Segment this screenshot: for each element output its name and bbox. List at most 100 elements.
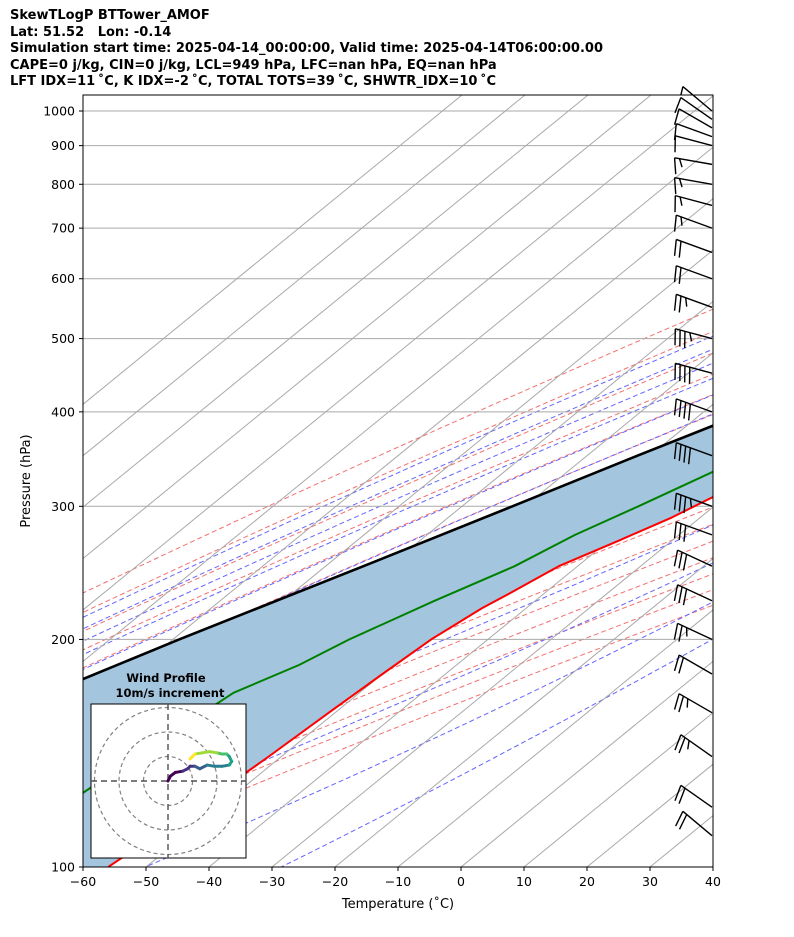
wind-barb bbox=[674, 362, 713, 384]
barb-shaft bbox=[680, 734, 713, 758]
barb-feather bbox=[678, 737, 686, 754]
wind-barb bbox=[673, 265, 713, 284]
barb-feather bbox=[687, 447, 692, 465]
moist-adiabat bbox=[83, 335, 713, 618]
barb-feather bbox=[673, 549, 679, 567]
chart-title: SkewTLogP BTTower_AMOF bbox=[10, 8, 210, 23]
barb-feather bbox=[689, 498, 693, 508]
barb-shaft bbox=[674, 157, 713, 166]
hodograph-title: Wind Profile bbox=[126, 671, 206, 685]
wind-barb bbox=[673, 238, 713, 258]
barb-shaft bbox=[678, 108, 713, 129]
wind-barb bbox=[673, 549, 713, 571]
isotherm bbox=[460, 660, 713, 867]
dry-adiabat bbox=[83, 308, 713, 594]
barb-feather bbox=[682, 588, 688, 606]
barb-feather bbox=[678, 695, 685, 713]
barb-feather bbox=[673, 693, 680, 710]
wind-barb bbox=[673, 521, 713, 542]
barb-feather bbox=[678, 267, 682, 284]
moist-adiabat bbox=[83, 362, 713, 642]
wind-barb bbox=[673, 108, 713, 129]
y-tick-label: 600 bbox=[51, 271, 75, 286]
y-tick-label: 800 bbox=[51, 177, 75, 192]
barb-feather bbox=[678, 625, 683, 642]
isotherm bbox=[334, 557, 713, 867]
barb-shaft bbox=[675, 362, 713, 374]
barb-shaft bbox=[676, 293, 713, 308]
barb-feather bbox=[673, 623, 679, 640]
dry-adiabat bbox=[83, 393, 713, 669]
wind-barb bbox=[673, 584, 713, 606]
wind-barb bbox=[673, 622, 713, 642]
wind-barb bbox=[673, 398, 713, 421]
parcel-profile bbox=[83, 424, 713, 681]
barb-feather bbox=[673, 442, 677, 460]
barb-feather bbox=[673, 177, 677, 195]
wind-barb bbox=[674, 734, 713, 758]
moist-adiabat bbox=[83, 394, 713, 671]
wind-barb bbox=[674, 784, 713, 808]
barb-shaft bbox=[680, 784, 713, 808]
y-tick-label: 700 bbox=[51, 221, 75, 236]
barb-shaft bbox=[676, 265, 713, 280]
x-tick-label: 0 bbox=[457, 874, 465, 889]
barb-feather bbox=[674, 785, 682, 801]
index-line: LFT IDX=11 ˚C, K IDX=-2 ˚C, TOTAL TOTS=3… bbox=[10, 74, 497, 89]
temperature-profile bbox=[107, 495, 713, 867]
barb-shaft bbox=[676, 398, 713, 413]
barb-shaft bbox=[676, 238, 713, 254]
wind-barb bbox=[673, 157, 713, 175]
barb-feather bbox=[678, 586, 683, 604]
hodograph-subtitle: 10m/s increment bbox=[116, 686, 225, 700]
barb-shaft bbox=[682, 810, 713, 837]
isotherm bbox=[83, 95, 713, 611]
barb-feather bbox=[678, 444, 682, 461]
x-axis-label: Temperature (˚C) bbox=[341, 896, 454, 912]
wind-barb bbox=[674, 135, 713, 153]
y-tick-label: 400 bbox=[51, 404, 75, 419]
barb-shaft bbox=[676, 122, 713, 138]
dry-adiabat bbox=[83, 352, 713, 632]
dry-adiabat bbox=[83, 523, 713, 784]
wind-barb bbox=[674, 96, 713, 120]
barb-feather bbox=[678, 814, 688, 830]
barb-feather bbox=[679, 196, 683, 206]
barb-feather bbox=[675, 810, 684, 827]
x-tick-label: 10 bbox=[516, 874, 532, 889]
barb-feather bbox=[683, 446, 687, 463]
x-tick-label: 20 bbox=[579, 874, 595, 889]
y-tick-label: 200 bbox=[51, 632, 75, 647]
barb-shaft bbox=[676, 521, 713, 536]
x-tick-label: −60 bbox=[70, 874, 96, 889]
isotherm bbox=[83, 95, 526, 457]
isotherm bbox=[83, 95, 463, 405]
barb-shaft bbox=[676, 214, 713, 229]
x-tick-label: −40 bbox=[196, 874, 222, 889]
barb-feather bbox=[673, 265, 677, 283]
barb-feather bbox=[678, 295, 682, 313]
barb-feather bbox=[680, 216, 683, 226]
isotherm bbox=[83, 95, 652, 560]
barb-shaft bbox=[675, 194, 713, 207]
cape-line: CAPE=0 j/kg, CIN=0 j/kg, LCL=949 hPa, LF… bbox=[10, 57, 497, 73]
x-tick-label: 30 bbox=[642, 874, 658, 889]
isotherm bbox=[397, 609, 713, 867]
y-tick-label: 1000 bbox=[43, 104, 75, 119]
hodograph-segment bbox=[188, 755, 194, 761]
location-line: Lat: 51.52 Lon: -0.14 bbox=[10, 24, 172, 40]
barb-feather bbox=[678, 552, 683, 569]
barb-feather bbox=[673, 215, 677, 232]
y-axis-label: Pressure (hPa) bbox=[19, 434, 34, 527]
wind-barb bbox=[673, 693, 713, 714]
barb-shaft bbox=[675, 328, 713, 340]
barb-shaft bbox=[678, 693, 713, 714]
barb-feather bbox=[684, 297, 688, 307]
moist-adiabat bbox=[280, 638, 713, 867]
barb-feather bbox=[682, 554, 688, 571]
x-tick-label: −10 bbox=[385, 874, 411, 889]
barb-feather bbox=[689, 332, 693, 342]
wind-barb bbox=[673, 442, 713, 465]
barb-feather bbox=[683, 496, 687, 514]
